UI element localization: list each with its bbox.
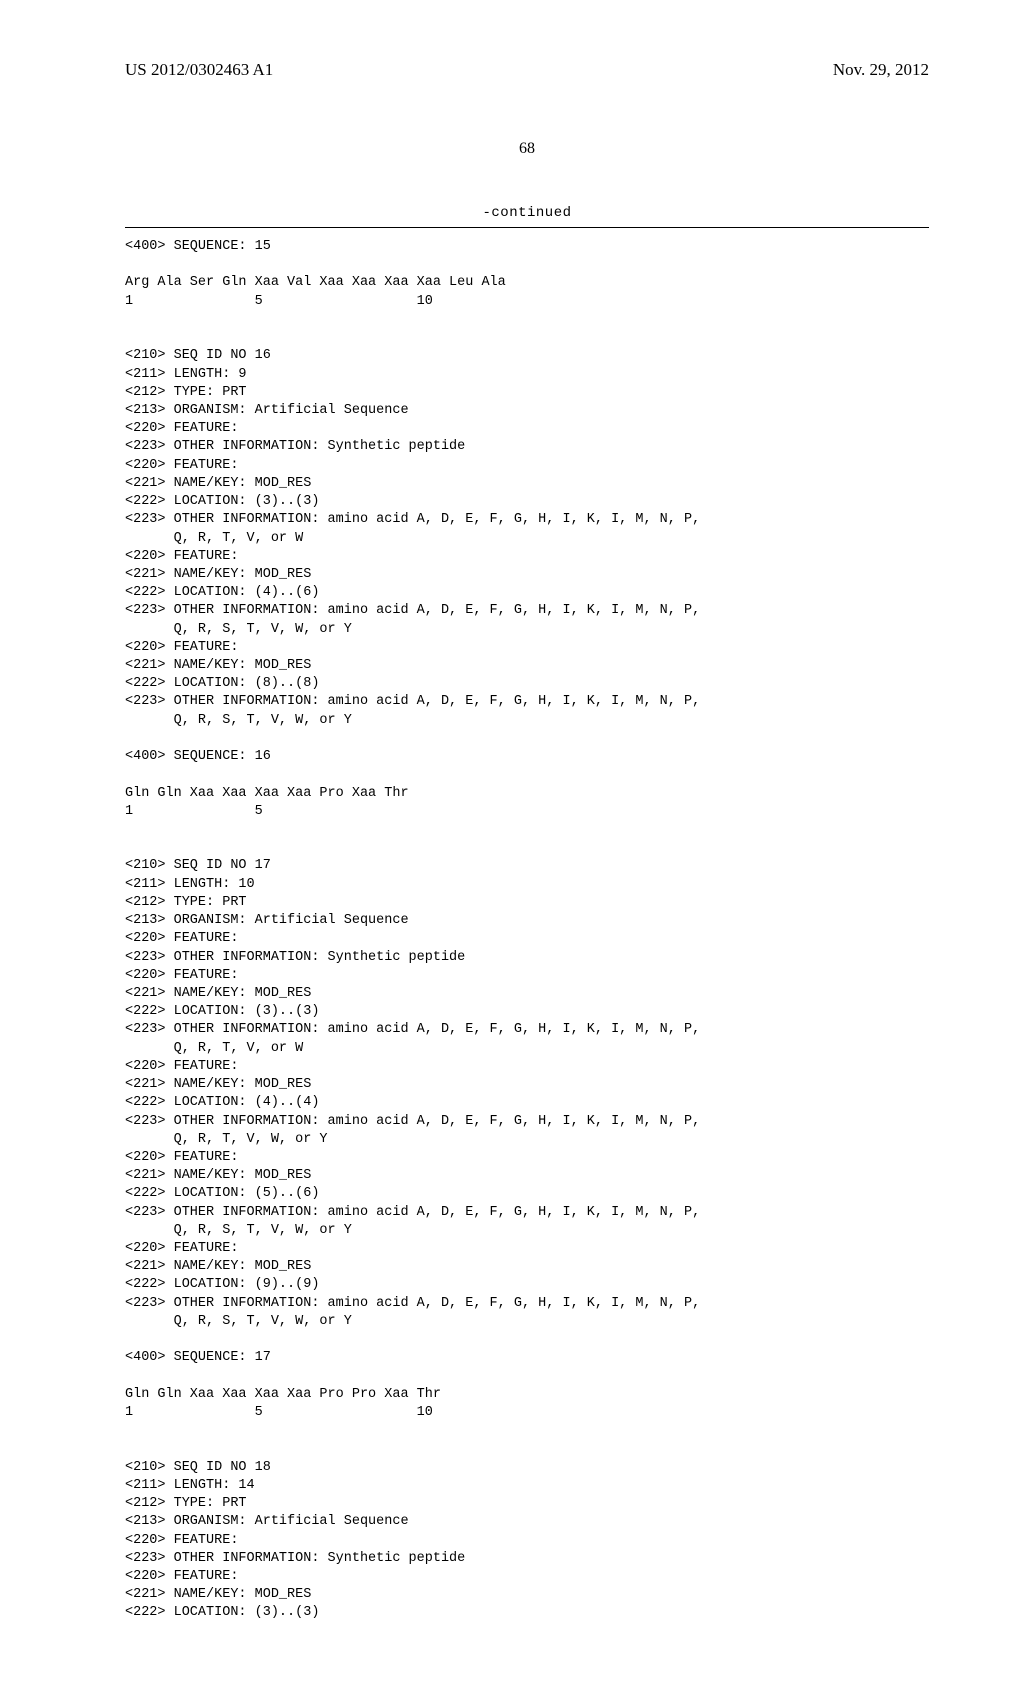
- page-header: US 2012/0302463 A1 Nov. 29, 2012: [125, 60, 929, 80]
- seq18-l1: <210> SEQ ID NO 18: [125, 1460, 271, 1475]
- seq16-l10: <223> OTHER INFORMATION: amino acid A, D…: [125, 512, 700, 527]
- seq16-l11: <220> FEATURE:: [125, 549, 238, 564]
- seq17-l7: <220> FEATURE:: [125, 968, 238, 983]
- top-rule: [125, 227, 929, 228]
- seq16-l14: <223> OTHER INFORMATION: amino acid A, D…: [125, 603, 700, 618]
- seq17-l1: <210> SEQ ID NO 17: [125, 858, 271, 873]
- seq16-l17: <222> LOCATION: (8)..(8): [125, 676, 319, 691]
- publication-date: Nov. 29, 2012: [833, 60, 929, 80]
- seq16-l1: <210> SEQ ID NO 16: [125, 348, 271, 363]
- seq17-l9: <222> LOCATION: (3)..(3): [125, 1004, 319, 1019]
- seq17-l18: <223> OTHER INFORMATION: amino acid A, D…: [125, 1205, 700, 1220]
- seq16-l9: <222> LOCATION: (3)..(3): [125, 494, 319, 509]
- seq17-l6: <223> OTHER INFORMATION: Synthetic pepti…: [125, 950, 465, 965]
- seq16-l5: <220> FEATURE:: [125, 421, 238, 436]
- page-number: 68: [125, 140, 929, 158]
- seq16-l3: <212> TYPE: PRT: [125, 385, 247, 400]
- seq17-l2: <211> LENGTH: 10: [125, 877, 255, 892]
- seq18-l6: <223> OTHER INFORMATION: Synthetic pepti…: [125, 1551, 465, 1566]
- seq16-residues: Gln Gln Xaa Xaa Xaa Xaa Pro Xaa Thr: [125, 786, 409, 801]
- seq16-l15: <220> FEATURE:: [125, 640, 238, 655]
- seq17-residues: Gln Gln Xaa Xaa Xaa Xaa Pro Pro Xaa Thr: [125, 1387, 441, 1402]
- seq16-l8: <221> NAME/KEY: MOD_RES: [125, 476, 311, 491]
- seq17-l21: <222> LOCATION: (9)..(9): [125, 1277, 319, 1292]
- seq16-l18b: Q, R, S, T, V, W, or Y: [125, 713, 352, 728]
- seq17-l3: <212> TYPE: PRT: [125, 895, 247, 910]
- seq17-l14b: Q, R, T, V, W, or Y: [125, 1132, 328, 1147]
- seq17-l10: <223> OTHER INFORMATION: amino acid A, D…: [125, 1022, 700, 1037]
- seq16-l4: <213> ORGANISM: Artificial Sequence: [125, 403, 409, 418]
- seq16-l10b: Q, R, T, V, or W: [125, 531, 303, 546]
- seq18-l7: <220> FEATURE:: [125, 1569, 238, 1584]
- seq17-l8: <221> NAME/KEY: MOD_RES: [125, 986, 311, 1001]
- seq18-l8: <221> NAME/KEY: MOD_RES: [125, 1587, 311, 1602]
- seq16-l16: <221> NAME/KEY: MOD_RES: [125, 658, 311, 673]
- seq17-l20: <221> NAME/KEY: MOD_RES: [125, 1259, 311, 1274]
- page: US 2012/0302463 A1 Nov. 29, 2012 68 -con…: [0, 0, 1024, 1683]
- seq17-l19: <220> FEATURE:: [125, 1241, 238, 1256]
- seq17-l22: <223> OTHER INFORMATION: amino acid A, D…: [125, 1296, 700, 1311]
- seq18-l9: <222> LOCATION: (3)..(3): [125, 1605, 319, 1620]
- seq16-l18: <223> OTHER INFORMATION: amino acid A, D…: [125, 694, 700, 709]
- seq15-index: 1 5 10: [125, 294, 433, 309]
- continued-label-wrap: -continued: [125, 203, 929, 221]
- seq17-l15: <220> FEATURE:: [125, 1150, 238, 1165]
- seq17-l16: <221> NAME/KEY: MOD_RES: [125, 1168, 311, 1183]
- seq17-l13: <222> LOCATION: (4)..(4): [125, 1095, 319, 1110]
- seq16-tag: <400> SEQUENCE: 16: [125, 749, 271, 764]
- seq16-l12: <221> NAME/KEY: MOD_RES: [125, 567, 311, 582]
- seq16-l2: <211> LENGTH: 9: [125, 367, 247, 382]
- seq18-l2: <211> LENGTH: 14: [125, 1478, 255, 1493]
- seq18-l5: <220> FEATURE:: [125, 1533, 238, 1548]
- seq18-l4: <213> ORGANISM: Artificial Sequence: [125, 1514, 409, 1529]
- seq16-l14b: Q, R, S, T, V, W, or Y: [125, 622, 352, 637]
- continued-label: -continued: [482, 205, 571, 221]
- seq18-l3: <212> TYPE: PRT: [125, 1496, 247, 1511]
- seq17-l11: <220> FEATURE:: [125, 1059, 238, 1074]
- publication-number: US 2012/0302463 A1: [125, 60, 273, 80]
- seq17-l18b: Q, R, S, T, V, W, or Y: [125, 1223, 352, 1238]
- seq16-index: 1 5: [125, 804, 263, 819]
- seq17-l17: <222> LOCATION: (5)..(6): [125, 1186, 319, 1201]
- seq17-l10b: Q, R, T, V, or W: [125, 1041, 303, 1056]
- seq16-l13: <222> LOCATION: (4)..(6): [125, 585, 319, 600]
- seq15-tag: <400> SEQUENCE: 15: [125, 239, 271, 254]
- seq17-l12: <221> NAME/KEY: MOD_RES: [125, 1077, 311, 1092]
- seq17-l4: <213> ORGANISM: Artificial Sequence: [125, 913, 409, 928]
- seq17-index: 1 5 10: [125, 1405, 433, 1420]
- seq17-l22b: Q, R, S, T, V, W, or Y: [125, 1314, 352, 1329]
- seq17-tag: <400> SEQUENCE: 17: [125, 1350, 271, 1365]
- seq16-l7: <220> FEATURE:: [125, 458, 238, 473]
- seq17-l5: <220> FEATURE:: [125, 931, 238, 946]
- seq16-l6: <223> OTHER INFORMATION: Synthetic pepti…: [125, 439, 465, 454]
- seq17-l14: <223> OTHER INFORMATION: amino acid A, D…: [125, 1114, 700, 1129]
- seq15-residues: Arg Ala Ser Gln Xaa Val Xaa Xaa Xaa Xaa …: [125, 275, 506, 290]
- sequence-block-15: <400> SEQUENCE: 15 Arg Ala Ser Gln Xaa V…: [125, 238, 929, 1623]
